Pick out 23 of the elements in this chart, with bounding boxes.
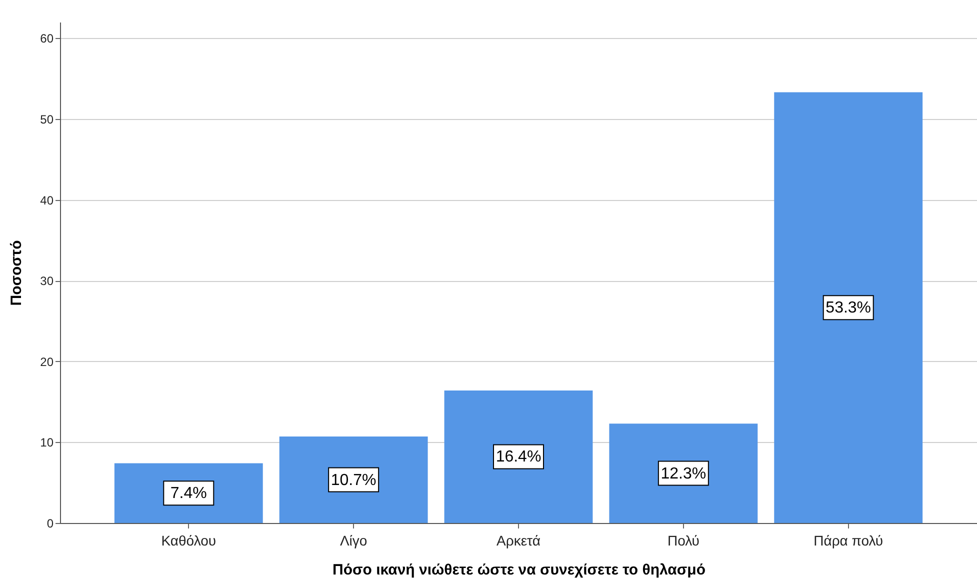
- bar: [444, 390, 593, 523]
- bar: [279, 436, 428, 523]
- bar: [609, 424, 758, 523]
- data-label: 12.3%: [660, 465, 706, 482]
- y-tick-label: 30: [40, 274, 54, 288]
- y-axis-title: Ποσοστό: [8, 240, 26, 306]
- x-tick-label: Πολύ: [667, 532, 700, 548]
- y-tick-label: 0: [46, 516, 54, 530]
- y-tick-label: 10: [40, 436, 54, 450]
- data-label: 7.4%: [170, 485, 207, 502]
- bar: [774, 92, 923, 523]
- x-tick-label: Λίγο: [340, 532, 368, 548]
- x-axis-title: Πόσο ικανή νιώθετε ώστε να συνεχίσετε το θηλασμό: [332, 562, 706, 578]
- data-label: 10.7%: [330, 472, 376, 489]
- x-tick-label: Καθόλου: [161, 532, 216, 548]
- data-label: 16.4%: [496, 448, 542, 466]
- y-tick-label: 50: [40, 112, 54, 126]
- x-tick-label: Αρκετά: [496, 532, 540, 548]
- data-label: 53.3%: [826, 300, 872, 317]
- x-tick-label: Πάρα πολύ: [814, 532, 884, 548]
- y-tick-label: 20: [40, 354, 54, 369]
- y-tick-label: 60: [40, 32, 54, 46]
- y-tick-label: 40: [40, 193, 54, 208]
